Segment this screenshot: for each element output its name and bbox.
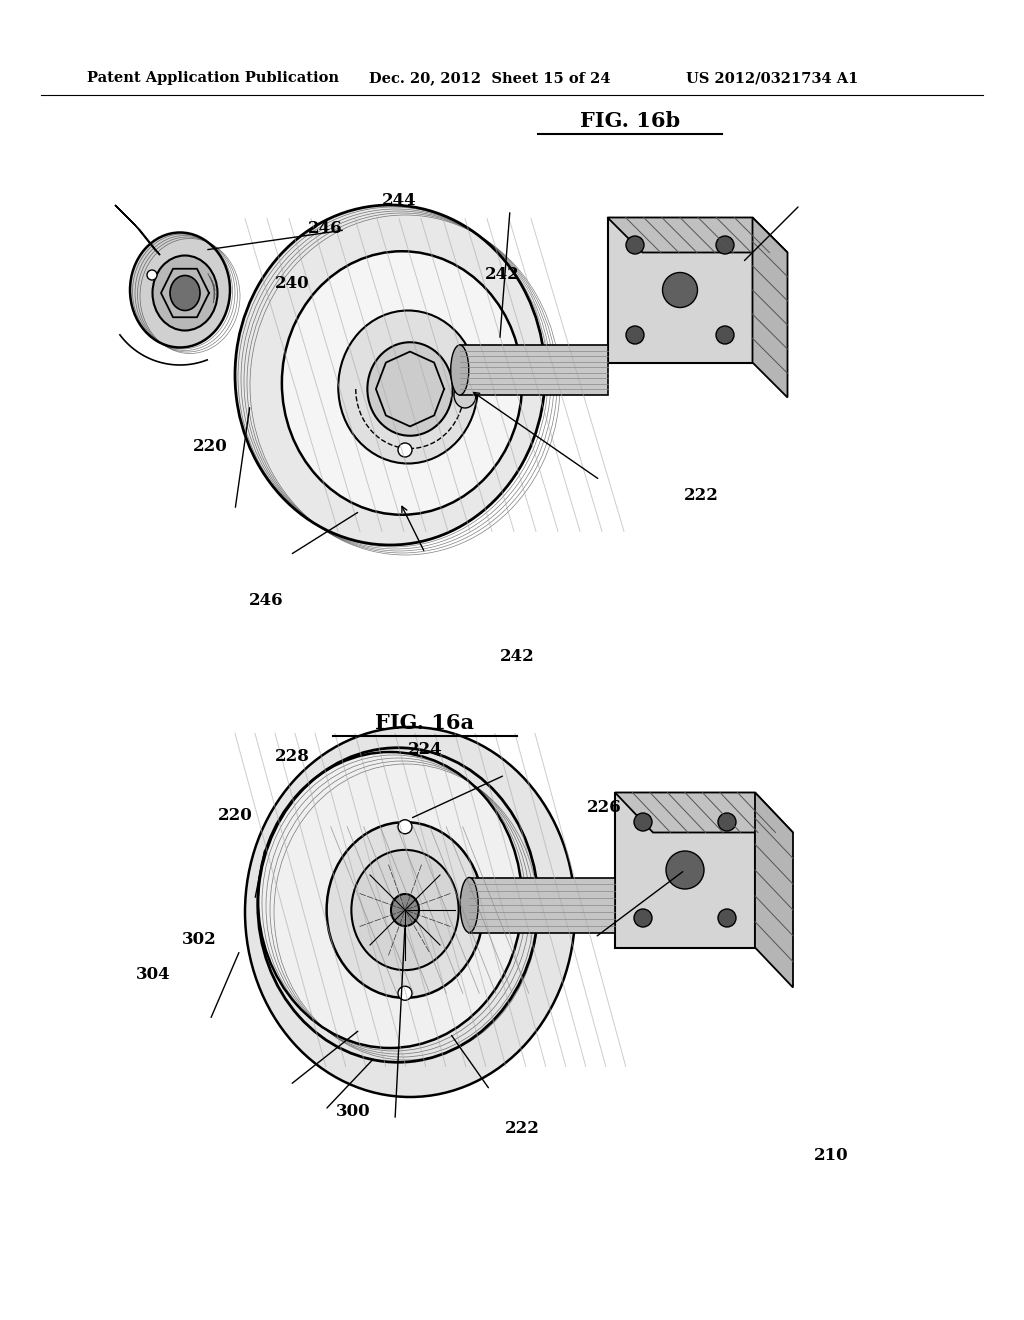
Text: 222: 222 [505, 1121, 540, 1137]
Ellipse shape [391, 894, 419, 927]
Text: Patent Application Publication: Patent Application Publication [87, 71, 339, 84]
Ellipse shape [398, 820, 412, 834]
Ellipse shape [338, 310, 478, 463]
Polygon shape [753, 218, 787, 397]
Ellipse shape [718, 813, 736, 832]
Polygon shape [607, 218, 787, 252]
Ellipse shape [153, 256, 217, 330]
Ellipse shape [245, 727, 575, 1097]
Ellipse shape [451, 345, 469, 395]
Text: FIG. 16a: FIG. 16a [376, 713, 474, 734]
Text: 242: 242 [500, 648, 535, 664]
Bar [469, 878, 615, 932]
Ellipse shape [147, 271, 157, 280]
Polygon shape [755, 792, 793, 987]
Text: 302: 302 [182, 932, 217, 948]
Ellipse shape [716, 236, 734, 253]
Text: 300: 300 [336, 1104, 371, 1119]
Ellipse shape [170, 276, 200, 310]
Polygon shape [115, 205, 160, 255]
Ellipse shape [258, 752, 522, 1048]
Ellipse shape [327, 822, 483, 998]
Text: US 2012/0321734 A1: US 2012/0321734 A1 [686, 71, 858, 84]
Ellipse shape [398, 986, 412, 1001]
Ellipse shape [234, 205, 545, 545]
Text: 220: 220 [218, 808, 253, 824]
Ellipse shape [351, 850, 459, 970]
Text: 246: 246 [249, 593, 284, 609]
Ellipse shape [634, 909, 652, 927]
Text: 304: 304 [136, 966, 171, 982]
Ellipse shape [634, 813, 652, 832]
Ellipse shape [663, 272, 697, 308]
Text: FIG. 16b: FIG. 16b [580, 111, 680, 132]
Text: 244: 244 [382, 193, 417, 209]
Ellipse shape [666, 851, 705, 888]
Ellipse shape [130, 232, 230, 347]
Text: 246: 246 [308, 220, 343, 236]
Ellipse shape [454, 381, 476, 408]
Ellipse shape [626, 326, 644, 345]
Text: 224: 224 [408, 742, 442, 758]
Ellipse shape [460, 878, 478, 932]
Bar [607, 218, 753, 363]
Ellipse shape [718, 909, 736, 927]
Ellipse shape [368, 342, 453, 436]
Text: 220: 220 [193, 438, 227, 454]
Ellipse shape [282, 251, 522, 515]
Ellipse shape [716, 326, 734, 345]
Text: 222: 222 [684, 487, 719, 503]
Text: Dec. 20, 2012  Sheet 15 of 24: Dec. 20, 2012 Sheet 15 of 24 [369, 71, 610, 84]
Bar [615, 792, 755, 948]
Text: 210: 210 [814, 1147, 849, 1163]
Ellipse shape [398, 444, 412, 457]
Ellipse shape [626, 236, 644, 253]
Text: 242: 242 [484, 267, 519, 282]
Text: 240: 240 [274, 276, 309, 292]
Bar [460, 345, 607, 395]
Text: 228: 228 [274, 748, 309, 764]
Polygon shape [615, 792, 793, 833]
Text: 226: 226 [587, 800, 622, 816]
